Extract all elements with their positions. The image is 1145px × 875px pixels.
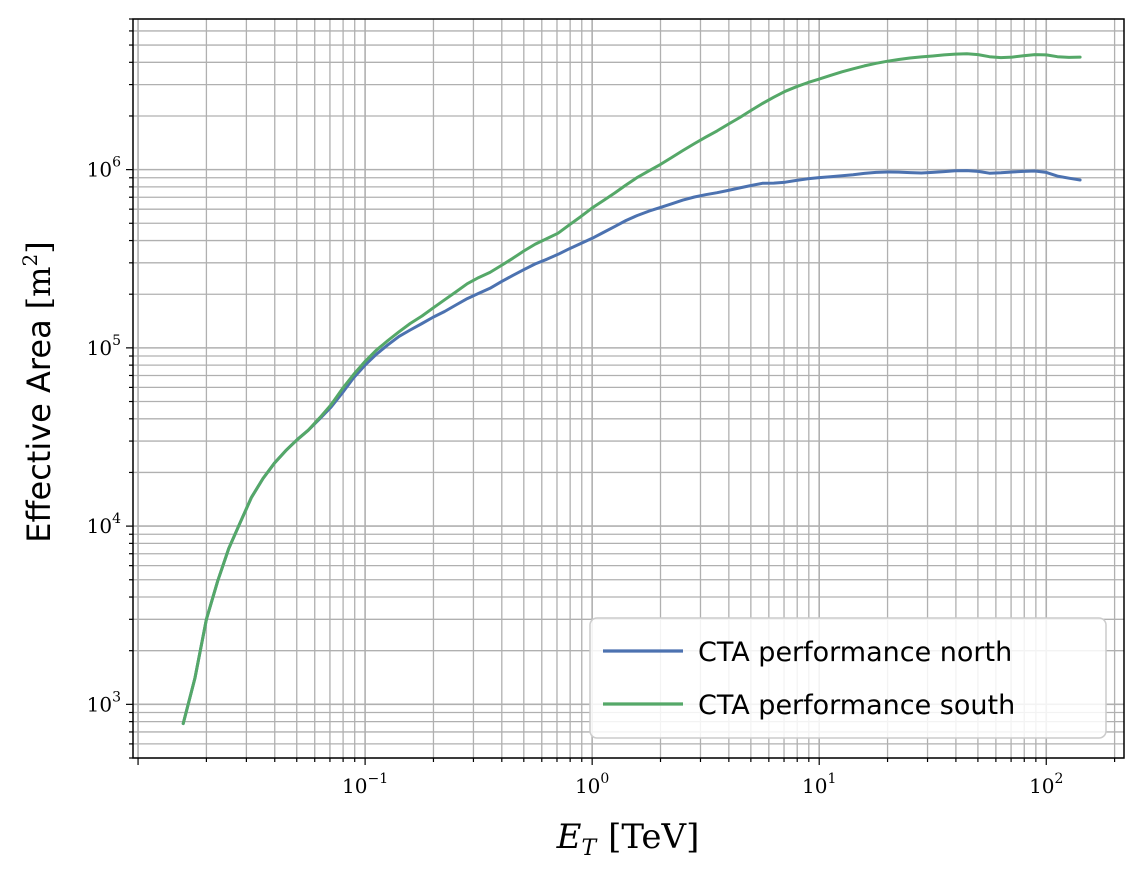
y-tick-label: 104 <box>87 511 121 538</box>
series-line-south <box>181 52 1082 726</box>
legend-label-north: CTA performance north <box>698 637 1012 668</box>
y-axis-label-unit-close: ] <box>20 241 58 253</box>
plot-frame <box>132 18 1125 759</box>
x-axis-label-sub: T <box>581 836 598 861</box>
tick-marks <box>126 18 1116 765</box>
x-tick-label: 10−1 <box>342 771 388 798</box>
x-axis-label: ET [TeV] <box>556 817 700 861</box>
y-tick-label: 103 <box>87 689 121 716</box>
x-tick-label: 101 <box>802 771 836 798</box>
y-axis-label: Effective Area [m2] <box>18 241 58 542</box>
x-tick-label: 102 <box>1029 771 1063 798</box>
series-line-north <box>181 169 1082 726</box>
y-tick-label: 105 <box>87 333 121 360</box>
legend-label-south: CTA performance south <box>698 690 1015 721</box>
y-axis-label-unit-sup: 2 <box>18 254 42 267</box>
x-axis-label-main: E <box>556 817 582 857</box>
x-axis-label-unit: [TeV] <box>608 817 699 857</box>
y-tick-label: 106 <box>87 155 121 182</box>
tick-labels: 10−1 100 101 102 103 104 105 106 <box>87 155 1064 798</box>
y-axis-label-text: Effective Area <box>20 319 58 542</box>
legend-box <box>589 617 1107 739</box>
y-axis-label-unit-open: [m <box>20 266 58 309</box>
legend: CTA performance north CTA performance so… <box>589 617 1107 739</box>
series-layer <box>181 52 1082 726</box>
x-tick-label: 100 <box>575 771 609 798</box>
